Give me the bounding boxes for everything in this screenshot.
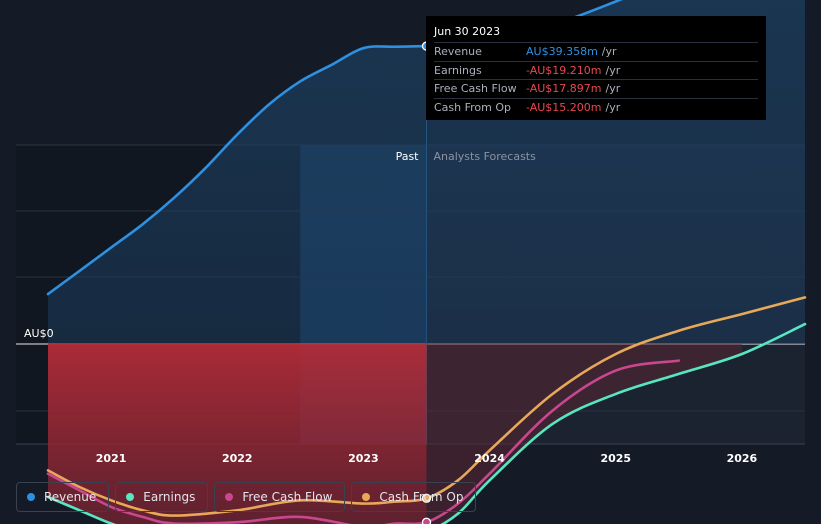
tooltip-row-revenue: Revenue AU$39.358m /yr — [434, 42, 758, 61]
tooltip: Jun 30 2023 Revenue AU$39.358m /yr Earni… — [426, 16, 766, 120]
tooltip-unit: /yr — [605, 63, 621, 77]
tooltip-row-free-cash-flow: Free Cash Flow -AU$17.897m /yr — [434, 79, 758, 98]
forecast-label: Analysts Forecasts — [434, 150, 537, 163]
marker-free-cash-flow — [421, 517, 432, 524]
tooltip-label: Cash From Op — [434, 100, 512, 114]
series-line-earnings — [46, 322, 807, 524]
x-tick-label: 2025 — [600, 452, 631, 465]
tooltip-date: Jun 30 2023 — [434, 25, 501, 38]
x-tick-label: 2022 — [222, 452, 253, 465]
legend-dot-icon — [225, 493, 234, 501]
tooltip-row-earnings: Earnings -AU$19.210m /yr — [434, 60, 758, 80]
legend-dot-icon — [27, 493, 35, 501]
tooltip-label: Free Cash Flow — [434, 82, 517, 95]
tooltip-row-cash-from-op: Cash From Op -AU$15.200m /yr — [434, 97, 758, 117]
legend-item-earnings[interactable]: Earnings — [115, 482, 209, 512]
x-tick-label: 2023 — [348, 452, 379, 465]
legend-item-cash-from-op[interactable]: Cash From Op — [351, 482, 477, 512]
x-tick-label: 2021 — [96, 452, 127, 465]
tooltip-unit: /yr — [601, 45, 617, 58]
legend: Revenue Earnings Free Cash Flow Cash Fro… — [16, 482, 477, 512]
tooltip-unit: /yr — [605, 82, 621, 95]
tooltip-value: AU$39.358m — [526, 45, 598, 58]
tooltip-value: -AU$19.210m — [526, 63, 602, 77]
tooltip-unit: /yr — [605, 100, 621, 114]
legend-dot-icon — [362, 493, 371, 501]
x-tick-label: 2026 — [727, 452, 758, 465]
earnings-loss-forecast-area — [426, 344, 742, 524]
tooltip-value: -AU$17.897m — [526, 82, 602, 95]
legend-label: Revenue — [44, 490, 97, 504]
tooltip-label: Earnings — [434, 63, 482, 77]
legend-item-free-cash-flow[interactable]: Free Cash Flow — [214, 482, 346, 512]
marker-cash-from-op — [421, 493, 432, 503]
legend-label: Earnings — [143, 490, 196, 504]
legend-label: Cash From Op — [379, 490, 464, 504]
tooltip-label: Revenue — [434, 45, 482, 58]
legend-item-revenue[interactable]: Revenue — [16, 482, 110, 512]
past-label: Past — [396, 150, 420, 163]
series-line-revenue — [46, 0, 623, 296]
x-tick-label: 2024 — [474, 452, 505, 465]
legend-dot-icon — [126, 493, 135, 501]
legend-label: Free Cash Flow — [242, 490, 333, 504]
tooltip-value: -AU$15.200m — [526, 100, 602, 114]
earnings-loss-area — [48, 344, 427, 524]
y-tick-label: AU$0 — [24, 327, 54, 340]
series-line-cash-from-op — [46, 296, 807, 517]
